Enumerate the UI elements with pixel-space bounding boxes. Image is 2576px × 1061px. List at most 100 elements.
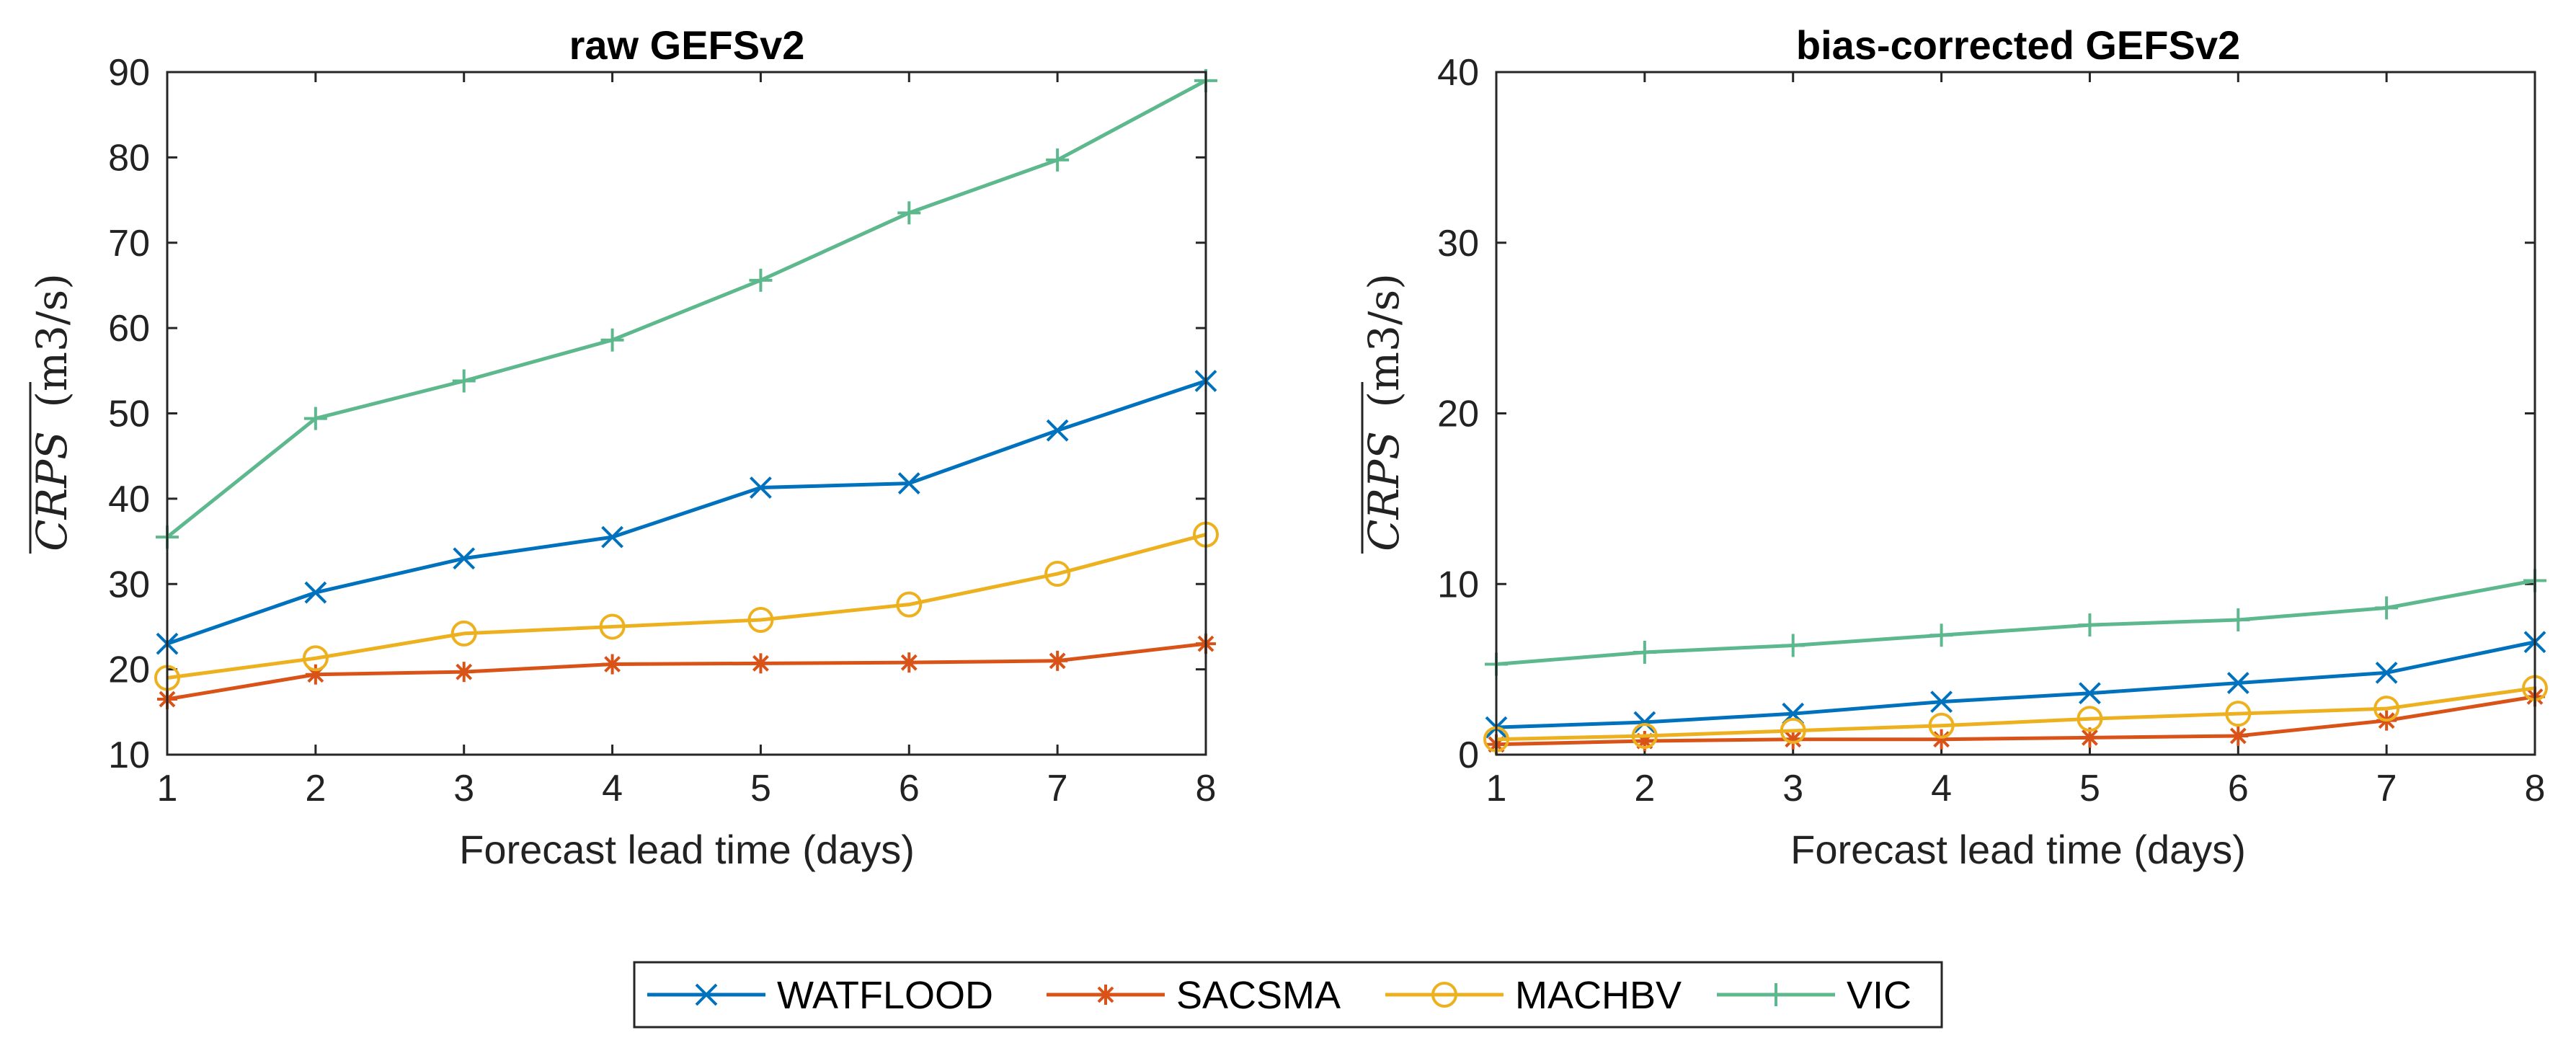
data-point-sacsma-stroke [2229, 727, 2247, 745]
data-point-watflood-stroke [1046, 419, 1069, 442]
x-tick-label: 5 [750, 768, 771, 809]
data-point-sacsma-stroke [1049, 652, 1066, 670]
series-line-sacsma [166, 642, 1207, 701]
y-tick-label: 40 [1437, 52, 1479, 94]
data-point-machbv [747, 606, 774, 633]
legend-item-sacsma: SACSMA [1047, 974, 1341, 1017]
chart-panel-bias-corrected: bias-corrected GEFSv2 Forecast lead time… [1359, 22, 2548, 872]
data-point-vic [1046, 148, 1070, 172]
legend-marker-vic [1764, 983, 1787, 1006]
legend-label-sacsma: SACSMA [1176, 974, 1341, 1017]
x-tick-label: 7 [2376, 768, 2397, 809]
y-tick-label: 50 [108, 394, 150, 435]
series-line-vic [1496, 579, 2536, 667]
y-tick-label: 30 [108, 564, 150, 605]
x-tick-label: 3 [1782, 768, 1803, 809]
x-tick-label: 6 [2228, 768, 2249, 809]
legend-label-machbv: MACHBV [1515, 974, 1682, 1017]
x-tick-label: 2 [305, 768, 326, 809]
legend-item-vic: VIC [1717, 974, 1911, 1017]
chart-panel-raw: raw GEFSv2 Forecast lead time (days) CRP… [27, 22, 1219, 872]
y-tick-label: 20 [1437, 394, 1479, 435]
data-point-machbv-ring [2225, 701, 2252, 727]
legend-marker-machbv [1431, 982, 1457, 1008]
data-point-machbv [2077, 706, 2103, 732]
data-point-machbv [302, 645, 329, 672]
data-point-watflood [1633, 711, 1656, 734]
data-point-watflood-stroke [2375, 661, 2398, 684]
data-point-vic [452, 369, 476, 393]
x-tick-label: 4 [1931, 768, 1952, 809]
data-point-sacsma [1047, 650, 1068, 671]
data-point-watflood-stroke [304, 581, 327, 604]
data-point-sacsma-stroke [752, 654, 769, 672]
data-point-watflood-stroke [1930, 691, 1953, 714]
data-point-machbv [2225, 701, 2252, 727]
axis-frame [166, 71, 1207, 756]
data-point-watflood [750, 476, 772, 499]
data-point-watflood [2226, 672, 2249, 694]
data-point-watflood-stroke [750, 476, 772, 499]
data-point-watflood-stroke [453, 547, 476, 570]
data-point-machbv-ring [896, 591, 923, 618]
x-tick-label: 8 [2525, 768, 2546, 809]
data-point-watflood [453, 547, 476, 570]
plot-area-bias-corrected: 1 2 3 4 5 6 7 8 0 10 20 30 40 [1437, 52, 2548, 809]
data-point-vic [1781, 634, 1805, 657]
y-axis-unit: (m3/s) [1359, 273, 1408, 407]
series-line-vic [166, 79, 1207, 539]
data-point-sacsma [453, 662, 474, 683]
data-point-watflood-stroke [2079, 682, 2101, 705]
data-point-watflood [1930, 691, 1953, 714]
legend-marker-watflood [695, 983, 718, 1006]
data-point-machbv-ring [2373, 696, 2400, 722]
data-point-sacsma-stroke [2082, 729, 2098, 746]
data-point-machbv-ring [2077, 706, 2103, 732]
data-point-machbv [1631, 722, 1658, 749]
y-tick-label: 20 [108, 649, 150, 691]
legend-label-vic: VIC [1847, 974, 1911, 1017]
data-point-machbv [1928, 712, 1955, 739]
data-point-machbv-ring [450, 620, 477, 647]
x-tick-label: 5 [2079, 768, 2100, 809]
data-point-watflood-stroke [897, 472, 920, 494]
x-tick-label: 1 [157, 768, 178, 809]
data-point-machbv-ring [302, 645, 329, 672]
data-point-sacsma [2228, 725, 2249, 746]
y-tick-label: 10 [108, 734, 150, 776]
data-point-watflood [897, 472, 920, 494]
plot-area-raw: 1 2 3 4 5 6 7 8 10 20 30 40 50 60 70 80 90 [108, 52, 1219, 809]
data-point-machbv-ring [1044, 561, 1071, 587]
legend-marker-sacsma-stroke [1097, 986, 1114, 1003]
data-point-vic [897, 201, 921, 225]
y-tick-label: 40 [108, 479, 150, 520]
data-point-sacsma [602, 654, 623, 675]
data-point-sacsma [750, 653, 771, 674]
data-point-watflood [304, 581, 327, 604]
chart-title: bias-corrected GEFSv2 [1796, 22, 2240, 68]
x-tick-label: 7 [1047, 768, 1068, 809]
data-point-machbv [1044, 561, 1071, 587]
y-tick-label: 60 [108, 308, 150, 350]
data-point-sacsma-stroke [900, 654, 918, 671]
data-point-machbv-ring [747, 606, 774, 633]
legend-item-machbv: MACHBV [1385, 974, 1682, 1017]
y-axis-label: CRPS (m3/s) [1359, 273, 1408, 554]
series-line-machbv [1496, 686, 2536, 742]
series-line-sacsma [1496, 695, 2536, 747]
data-point-watflood-stroke [1633, 711, 1656, 734]
axis-frame [1495, 71, 2536, 756]
data-point-watflood [1046, 419, 1069, 442]
data-point-vic [1929, 623, 1953, 647]
legend-item-watflood: WATFLOOD [647, 974, 993, 1017]
legend: WATFLOOD SACSMA MACHBV VIC [633, 961, 1943, 1029]
data-point-machbv [450, 620, 477, 647]
data-point-vic [749, 268, 773, 292]
data-point-machbv-ring [1928, 712, 1955, 739]
x-tick-label: 3 [453, 768, 474, 809]
data-point-sacsma [899, 652, 920, 673]
legend-marker-sacsma [1096, 985, 1116, 1005]
x-tick-label: 1 [1486, 768, 1507, 809]
